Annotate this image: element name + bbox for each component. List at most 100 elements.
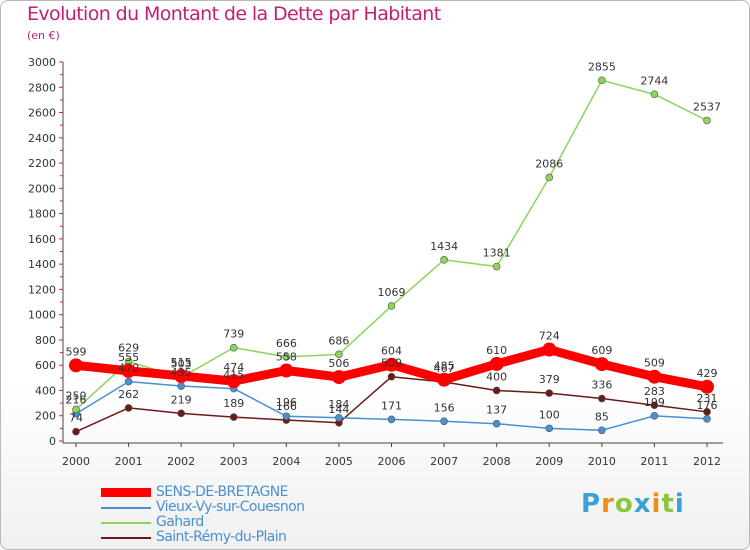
data-label: 1434 [430,240,458,253]
data-label: 429 [697,367,718,380]
x-tick-label: 2004 [272,455,300,468]
data-point [703,116,711,125]
data-label: 2855 [588,60,616,73]
data-label: 196 [276,396,297,409]
data-label: 184 [328,398,349,411]
data-label: 509 [644,357,665,370]
data-point [598,76,606,85]
x-tick-label: 2008 [483,455,511,468]
data-label: 379 [539,373,560,386]
y-tick-label: 3000 [28,56,56,69]
data-point [492,262,501,271]
data-point [282,412,291,421]
data-label: 283 [644,385,665,398]
data-point [492,419,501,428]
data-label: 435 [171,366,192,379]
legend-label: Gahard [156,514,204,530]
data-label: 231 [697,392,718,405]
logo-letter: P [581,489,602,519]
data-label: 216 [66,394,87,407]
series-sens-de-bretagne [69,342,714,394]
data-label: 739 [223,328,244,341]
y-tick-label: 2000 [28,182,56,195]
data-point [387,302,396,310]
data-label: 1381 [483,247,511,260]
data-label: 2744 [640,74,668,87]
legend-swatch [101,506,151,509]
data-label: 171 [381,399,402,412]
data-point [542,342,557,357]
data-point [124,404,133,412]
x-tick-label: 2000 [62,455,90,468]
data-label: 219 [171,393,192,406]
data-label: 474 [223,361,244,374]
data-label: 686 [328,334,349,347]
data-label: 74 [69,412,83,425]
data-point [650,412,659,420]
data-label: 610 [486,344,507,357]
logo-letter: r [601,489,615,519]
y-tick-label: 2400 [28,132,56,145]
y-tick-label: 1400 [28,258,56,271]
logo-letter: i [674,489,685,519]
logo-letter: t [661,489,675,519]
data-point [177,409,185,418]
data-label: 415 [223,369,244,382]
data-point [387,415,396,424]
data-point [700,379,714,394]
data-label: 144 [328,403,349,416]
y-tick-label: 200 [35,410,56,423]
series-saint-r-my-du-plain [72,372,711,436]
data-point [72,427,80,436]
legend-item: Saint-Rémy-du-Plain [101,530,304,545]
data-label: 470 [118,362,139,375]
x-tick-label: 2007 [430,455,458,468]
unit-label: (en €) [27,29,60,42]
legend-swatch [101,488,151,497]
data-point [594,357,609,372]
y-tick-label: 1200 [28,283,56,296]
data-label: 467 [434,362,455,375]
data-label: 629 [118,342,139,355]
x-tick-label: 2001 [115,455,143,468]
y-tick-label: 2800 [28,81,56,94]
data-point [545,389,554,397]
data-point [335,413,343,422]
data-point [492,386,501,395]
data-label: 262 [118,388,139,401]
data-point [226,374,241,389]
data-label: 2537 [693,100,721,113]
legend-label: Vieux-Vy-sur-Couesnon [156,499,305,515]
data-point [384,357,399,372]
data-point [335,350,343,359]
data-label: 1069 [378,286,406,299]
data-label: 400 [486,370,507,383]
data-point [387,372,396,381]
data-label: 85 [595,410,609,423]
data-point [72,405,80,414]
data-point [440,256,448,264]
y-tick-label: 0 [49,435,56,448]
data-label: 336 [591,379,612,392]
data-label: 506 [328,357,349,370]
data-point [650,401,659,410]
logo-letter: i [651,489,662,519]
data-point [124,377,133,386]
logo-letter: o [614,489,634,519]
data-point [121,363,136,378]
data-point [437,372,452,387]
data-label: 250 [66,389,87,402]
data-point [279,363,294,378]
data-point [174,368,189,383]
data-point [598,394,606,403]
legend-item: Gahard [101,515,304,530]
y-tick-label: 2600 [28,107,56,120]
data-label: 515 [171,356,192,369]
data-label: 604 [381,345,402,358]
y-tick-label: 800 [35,334,56,347]
x-tick-label: 2006 [378,455,406,468]
data-label: 485 [434,360,455,373]
data-point [177,382,185,390]
